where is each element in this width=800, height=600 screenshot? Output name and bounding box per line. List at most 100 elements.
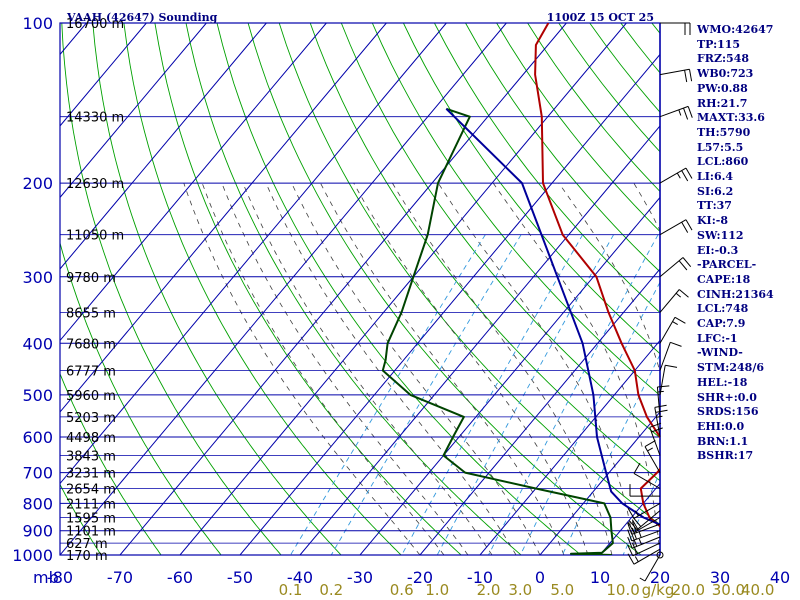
wind-barb-flag xyxy=(627,544,634,557)
wind-barb-flag xyxy=(682,257,692,268)
isotherm xyxy=(60,23,327,342)
mixing-ratio-label: 0.1 xyxy=(279,581,303,599)
wind-barb-staff xyxy=(659,167,687,184)
wind-barb-flag xyxy=(678,260,688,271)
wind-barb-flag xyxy=(687,106,693,118)
wind-barb-flag xyxy=(628,520,638,531)
wind-barb-half-flag xyxy=(676,172,681,179)
wind-barb-flag xyxy=(689,69,693,82)
y-tick-label: 500 xyxy=(22,386,53,405)
isotherm xyxy=(179,23,627,555)
wind-barb xyxy=(659,167,693,184)
wind-barb xyxy=(659,105,693,120)
index-item: EI:-0.3 xyxy=(697,243,739,257)
mixing-ratio-line xyxy=(330,234,522,555)
x-tick-label: 30 xyxy=(710,568,730,587)
height-label: 3231 m xyxy=(66,467,116,482)
wind-barb-half-flag xyxy=(656,415,663,418)
wind-barb-flag xyxy=(644,440,656,448)
wind-barb-staff xyxy=(644,446,661,473)
index-item: L57:5.5 xyxy=(697,140,744,154)
index-item: RH:21.7 xyxy=(697,96,748,110)
isotherm xyxy=(60,23,447,485)
wind-barb xyxy=(639,554,661,582)
index-item: -PARCEL- xyxy=(697,258,757,272)
index-item: LCL:860 xyxy=(697,155,749,169)
index-item: PW:0.88 xyxy=(697,81,748,95)
wind-barb xyxy=(627,542,661,557)
height-label: 7680 m xyxy=(66,337,116,352)
index-item: CINH:21364 xyxy=(697,287,774,301)
index-item: TP:115 xyxy=(697,37,741,51)
wind-barb xyxy=(659,341,682,371)
x-tick-label: -60 xyxy=(167,568,193,587)
index-item: STM:248/6 xyxy=(697,361,764,375)
isotherm xyxy=(60,23,147,127)
wind-barb xyxy=(628,510,661,531)
y-tick-label: 300 xyxy=(22,268,53,287)
index-item: HEL:-18 xyxy=(697,375,748,389)
wind-barb xyxy=(659,219,693,236)
wind-barb xyxy=(659,289,689,313)
mixing-ratio-line xyxy=(519,281,660,555)
wind-barb-flag xyxy=(681,170,689,182)
height-label: 1101 m xyxy=(66,525,116,540)
wind-barb-staff xyxy=(659,289,680,313)
x-tick-label: -40 xyxy=(287,568,313,587)
isotherm xyxy=(359,196,660,555)
x-tick-label: -80 xyxy=(47,568,73,587)
index-item: WB0:723 xyxy=(697,67,754,81)
wind-barb-flag xyxy=(685,219,693,231)
series-dewpoint-line xyxy=(381,107,614,555)
height-label: 170 m xyxy=(66,549,108,564)
mixing-ratio-label: 10.0 xyxy=(606,581,639,599)
isotherm xyxy=(299,125,660,555)
mixing-ratio-label: 1.0 xyxy=(425,581,449,599)
wind-barb-half-flag xyxy=(639,577,646,582)
isotherm xyxy=(60,23,267,270)
index-item: LI:6.4 xyxy=(697,170,734,184)
wind-barb-flag xyxy=(631,535,638,547)
index-item: WMO:42647 xyxy=(697,23,774,36)
surface-wind-marker xyxy=(656,551,664,559)
wind-barb xyxy=(659,364,678,395)
wind-barb-flag xyxy=(631,542,638,554)
index-item: BSHR:17 xyxy=(697,449,754,463)
wind-barb xyxy=(660,22,691,35)
y-tick-label: 400 xyxy=(22,334,53,353)
wind-barb-half-flag xyxy=(672,321,678,326)
wind-barb-staff xyxy=(636,510,661,531)
wind-barb xyxy=(633,462,661,489)
height-label: 2654 m xyxy=(66,483,116,498)
mixing-ratio-unit: g/kg xyxy=(642,581,675,599)
isotherm xyxy=(119,23,567,555)
mixing-ratio-line xyxy=(290,234,486,555)
height-label: 5203 m xyxy=(66,411,116,426)
index-item: EHI:0.0 xyxy=(697,419,745,433)
y-axis-unit: mb xyxy=(33,568,59,587)
height-label: 11050 m xyxy=(66,229,124,244)
moist-adiabat xyxy=(242,182,493,555)
mixing-ratio-line xyxy=(401,234,584,555)
sounding-time: 1100Z 15 OCT 25 xyxy=(547,11,654,24)
height-label: 8655 m xyxy=(66,306,116,321)
wind-barb-flag xyxy=(627,522,633,535)
wind-barb xyxy=(627,502,661,519)
wind-barb xyxy=(649,422,663,456)
wind-barb-half-flag xyxy=(638,538,642,545)
wind-barb-half-flag xyxy=(678,109,682,116)
wind-barb-staff xyxy=(659,342,671,371)
wind-barb-flag xyxy=(665,364,678,368)
x-tick-label: -10 xyxy=(467,568,493,587)
x-tick-label: -30 xyxy=(347,568,373,587)
wind-barb-flag xyxy=(678,289,689,298)
wind-barb xyxy=(644,440,661,473)
wind-barb-flag xyxy=(627,507,635,519)
height-label: 16700 m xyxy=(66,17,124,32)
wind-barb-half-flag xyxy=(634,556,639,562)
wind-barb-staff xyxy=(659,68,690,76)
mixing-ratio-label: 40.0 xyxy=(741,581,774,599)
wind-barb-flag xyxy=(651,427,663,433)
wind-barb-flag xyxy=(631,519,639,531)
